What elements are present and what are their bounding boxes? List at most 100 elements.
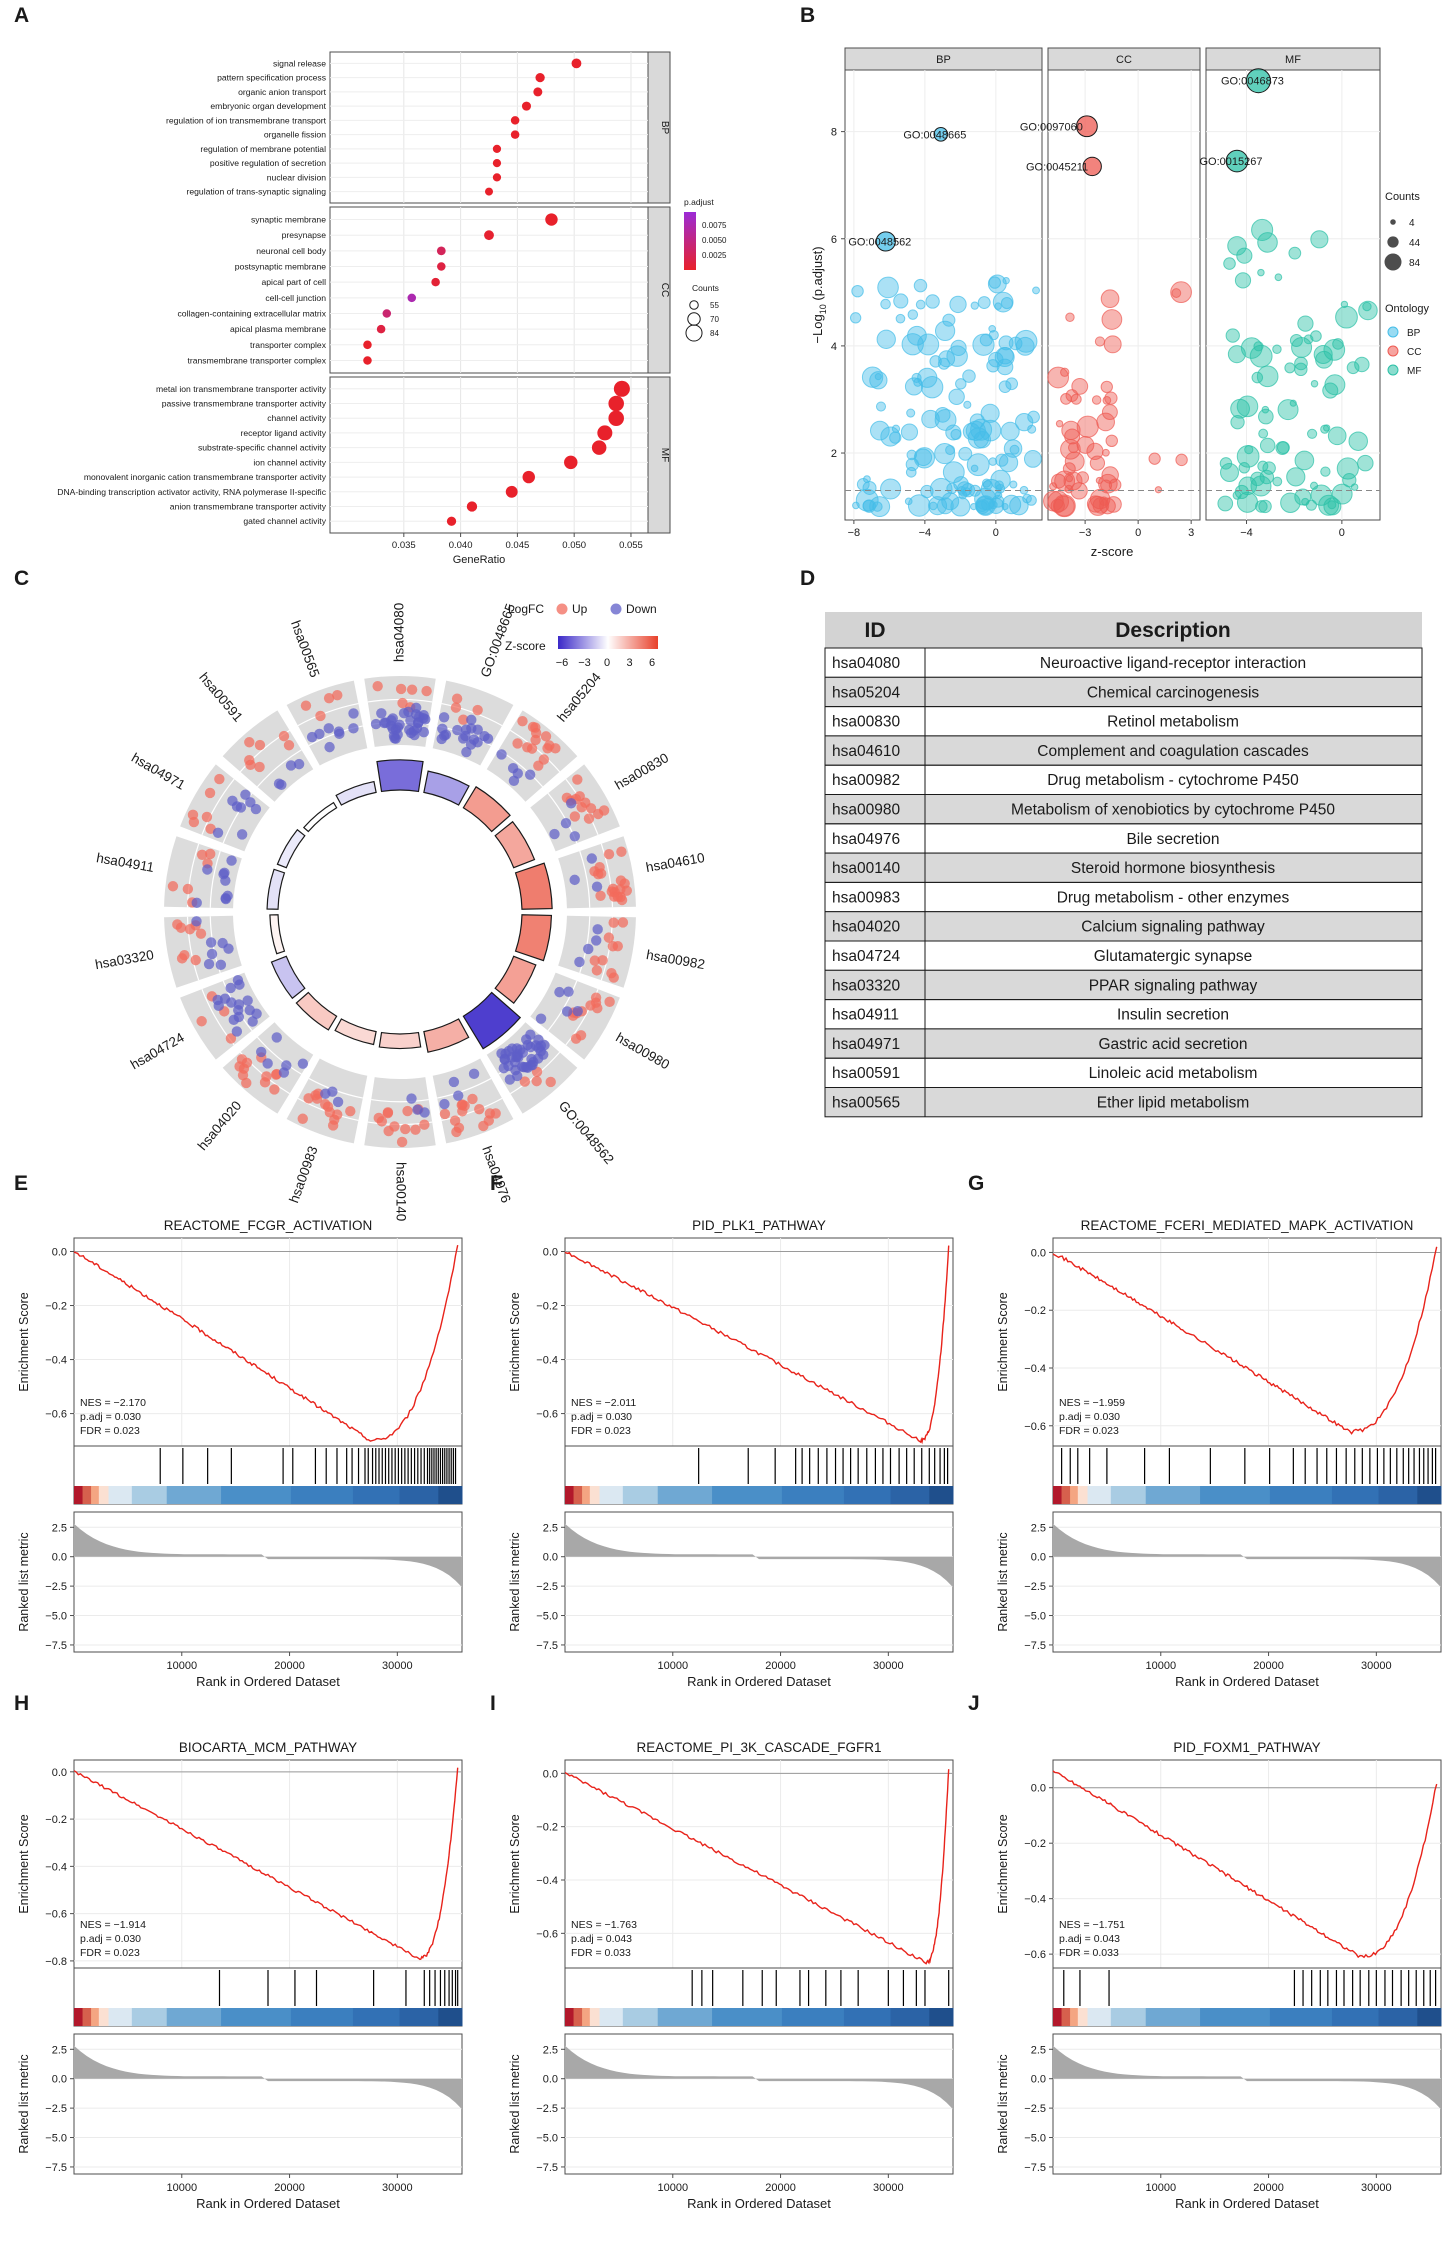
panel-a-x-tick-label: 0.055 — [619, 540, 643, 551]
panel-a-dot — [535, 72, 545, 83]
panel-c-gene-point — [574, 956, 585, 968]
panel-a-term-label: substrate-specific channel activity — [198, 443, 327, 453]
panel-c-sector-track — [222, 710, 314, 802]
panel-d-cell-id: hsa00982 — [832, 772, 900, 789]
panel-c-sector-label: hsa03320 — [94, 947, 155, 972]
panel-g-y-tick-label: −0.6 — [1024, 1421, 1046, 1433]
panel-h-heat-segment — [108, 2008, 133, 2026]
panel-d-cell-description: Linoleic acid metabolism — [1089, 1065, 1258, 1082]
panel-j-heat-segment — [1061, 2008, 1071, 2026]
panel-a-x-tick-label: 0.045 — [506, 540, 530, 551]
panel-d-header-id: ID — [865, 619, 886, 642]
panel-b-point — [945, 424, 962, 441]
panel-c-gene-point — [482, 733, 494, 744]
panel-b-point — [1047, 366, 1070, 389]
panel-a-dot — [492, 173, 502, 182]
panel-b-point — [1288, 246, 1302, 260]
panel-e-metric-tick-label: −5.0 — [45, 1611, 67, 1623]
panel-c-gene-point — [535, 1013, 547, 1024]
panel-c-gene-point — [419, 1119, 430, 1130]
panel-b-point — [1322, 382, 1339, 399]
panel-c-gene-point — [449, 1115, 461, 1126]
panel-e-heat-segment — [74, 1486, 84, 1504]
panel-a-x-tick-label: 0.040 — [449, 540, 473, 551]
panel-c-gene-point — [376, 1116, 388, 1127]
panel-c-gene-point — [592, 924, 603, 935]
panel-c-gene-point — [389, 1121, 400, 1132]
panel-c-gene-point — [439, 1098, 450, 1110]
panel-b-point — [1284, 362, 1296, 374]
panel-b-point — [934, 320, 956, 342]
panel-c-gene-point — [604, 996, 615, 1008]
panel-c-gene-point — [269, 1084, 280, 1095]
panel-j-x-tick-label: 30000 — [1361, 2182, 1392, 2194]
panel-c-gene-point — [176, 953, 188, 964]
panel-c-gene-point — [569, 811, 581, 822]
panel-b-point — [1362, 301, 1372, 312]
panel-i-metric-tick-label: −2.5 — [536, 2103, 558, 2115]
panel-g-es-curve — [1052, 1246, 1438, 1435]
panel-c-gene-point — [583, 813, 595, 824]
panel-c-sector-label: hsa04020 — [195, 1098, 245, 1153]
panel-b-point — [934, 443, 956, 465]
panel-c-gene-point — [554, 986, 565, 998]
panel-c-gene-point — [591, 881, 603, 892]
panel-c-gene-point — [569, 831, 580, 842]
panel-c-gene-point — [201, 811, 213, 823]
panel-c-gene-point — [241, 1077, 252, 1089]
panel-b-point — [945, 445, 956, 456]
panel-b-point — [917, 367, 938, 388]
panel-b-point — [1313, 344, 1333, 365]
panel-h-metric-tick-label: 0.0 — [52, 2074, 67, 2086]
panel-j-padj: p.adj = 0.043 — [1059, 1933, 1120, 1945]
panel-b-point — [1251, 218, 1274, 242]
panel-c-gene-point — [345, 1106, 356, 1117]
panel-j-heat-segment — [1070, 2008, 1079, 2026]
panel-j-y-tick-label: −0.2 — [1024, 1838, 1046, 1850]
panel-b-point — [1091, 395, 1102, 405]
panel-c-gene-point — [565, 798, 577, 809]
panel-c-gene-point — [297, 1058, 309, 1069]
panel-i-heat-segment — [781, 2008, 845, 2026]
panel-j-heat-segment — [1417, 2008, 1442, 2026]
panel-e-padj: p.adj = 0.030 — [80, 1411, 141, 1423]
panel-d-row-border — [824, 1087, 1423, 1118]
panel-e-es-curve — [73, 1244, 459, 1442]
panel-c-zscore-bar — [494, 820, 536, 869]
panel-c-sector-label: hsa00591 — [196, 670, 246, 725]
panel-i-fdr: FDR = 0.033 — [571, 1947, 631, 1959]
panel-c-gene-point — [549, 828, 560, 840]
panel-a-dot — [382, 309, 392, 318]
panel-c-zscore-bar — [462, 785, 511, 833]
panel-letter-g: G — [968, 1172, 984, 1195]
panel-letter-e: E — [14, 1172, 28, 1195]
panel-a-dot — [484, 230, 494, 241]
panel-c-gene-point — [191, 897, 202, 909]
panel-h-heat-segment — [438, 2008, 463, 2026]
panel-a-term-label: signal release — [273, 58, 326, 68]
panel-c-gene-point — [467, 1093, 478, 1105]
panel-b-point — [1258, 428, 1269, 439]
panel-c-gene-point — [460, 724, 472, 735]
panel-c-gene-point — [332, 1109, 343, 1120]
panel-d-cell-description: Drug metabolism - other enzymes — [1057, 889, 1290, 906]
panel-f-heat-segment — [573, 1486, 583, 1504]
panel-i-nes: NES = −1.763 — [571, 1919, 637, 1931]
panel-d-row-border — [824, 823, 1423, 854]
panel-c-gene-point — [456, 1099, 467, 1111]
panel-b-highlight-point — [1245, 68, 1271, 94]
panel-i-heat-segment — [890, 2008, 930, 2026]
panel-i-heat-segment — [589, 2008, 601, 2026]
panel-g-heat-segment — [1110, 1486, 1147, 1504]
panel-e-heat-segment — [98, 1486, 110, 1504]
panel-a-dot — [485, 187, 493, 196]
panel-f-y-label: Enrichment Score — [508, 1292, 522, 1391]
panel-h-x-tick-label: 30000 — [382, 2182, 413, 2194]
panel-c-sector-label: hsa04911 — [95, 850, 155, 875]
panel-b-point — [913, 278, 928, 293]
panel-b-point — [998, 380, 1012, 394]
panel-c-gene-point — [312, 1088, 324, 1099]
panel-b-point — [1071, 377, 1089, 395]
panel-j-metric-label: Ranked list metric — [996, 2054, 1010, 2153]
panel-d-cell-id: hsa04911 — [832, 1007, 899, 1024]
